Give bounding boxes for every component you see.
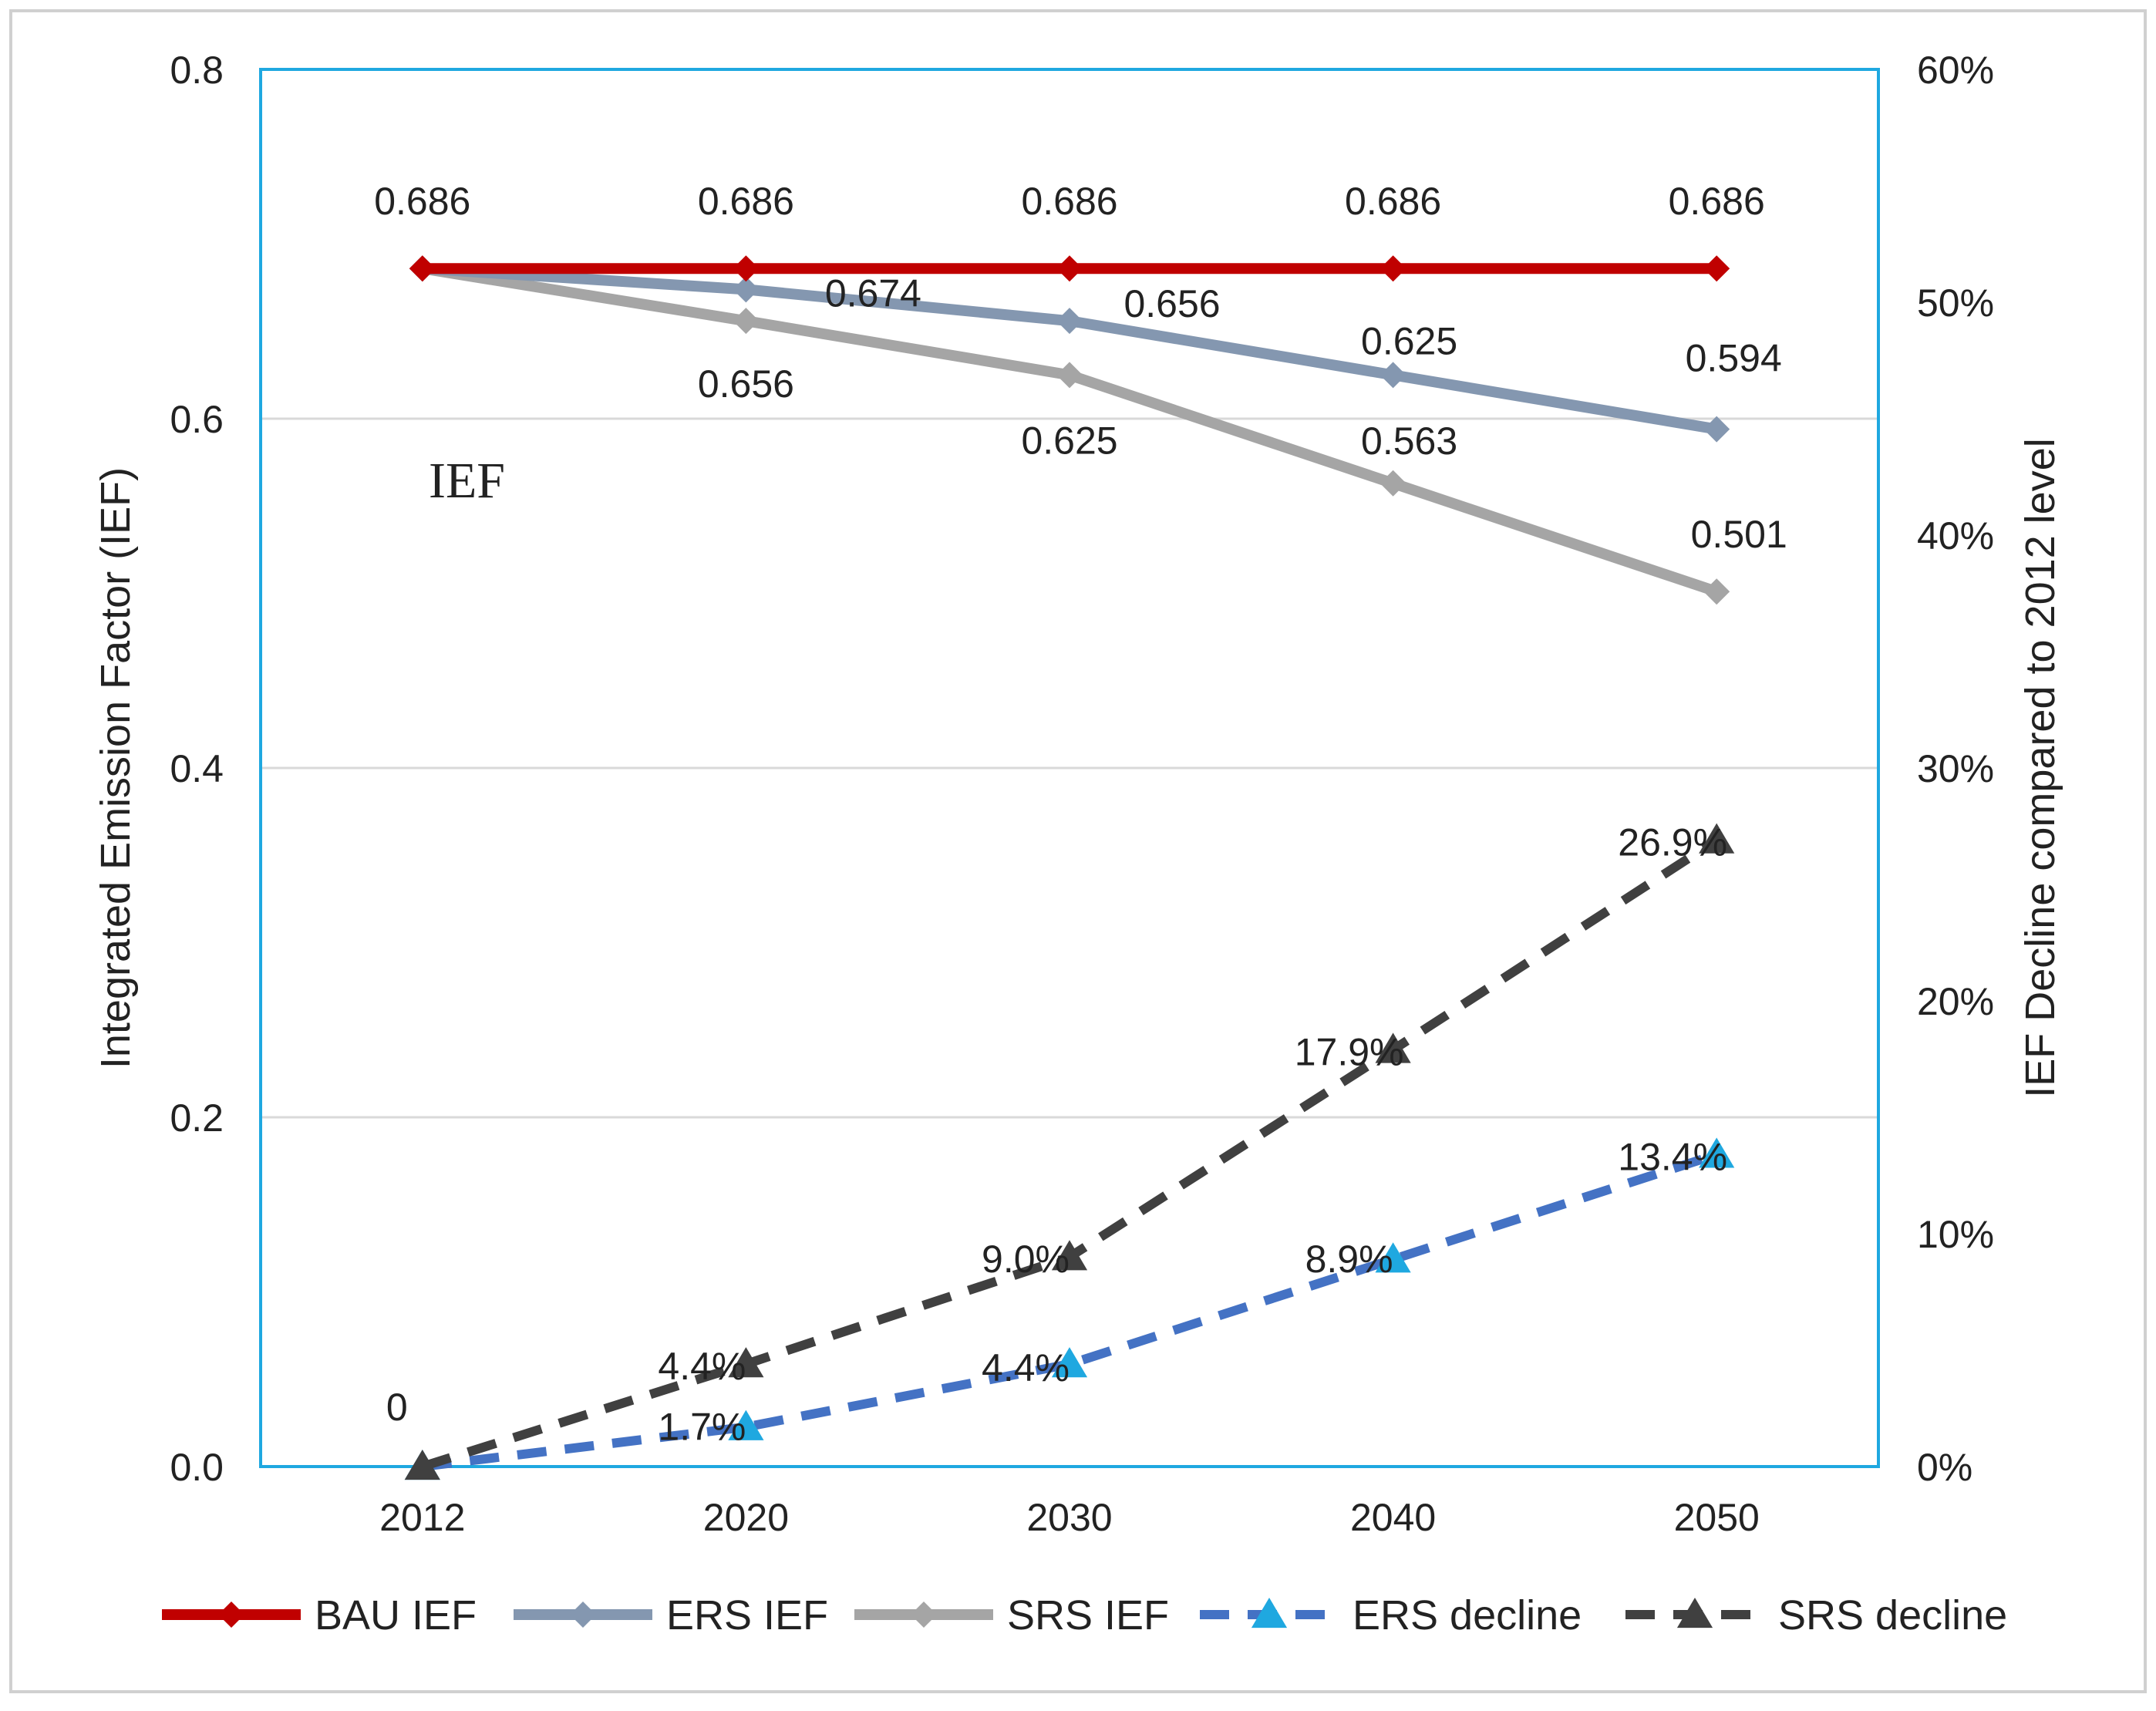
- ers-decline-point: [1375, 1242, 1411, 1273]
- srs-decline-point: [404, 1450, 440, 1480]
- ers-decline-data-label: 13.4%: [1618, 1135, 1727, 1178]
- srs-decline-point: [1051, 1240, 1088, 1271]
- right-tick-label: 50%: [1917, 281, 1994, 325]
- legend-srs-ief-label: SRS IEF: [1007, 1592, 1169, 1639]
- legend-bau-ief-marker: [218, 1602, 244, 1628]
- bau-ief-data-label: 0.686: [374, 180, 470, 223]
- ers-ief-point: [1380, 362, 1406, 389]
- left-tick-label: 0.8: [170, 49, 224, 92]
- legend-ers-decline-marker: [1251, 1598, 1288, 1628]
- srs-decline-data-label: 17.9%: [1295, 1030, 1404, 1073]
- ers-decline-point: [1699, 1137, 1735, 1168]
- srs-decline-data-label: 9.0%: [982, 1238, 1070, 1281]
- bau-ief-data-label: 0.686: [1345, 180, 1441, 223]
- srs-ief-point: [1703, 578, 1730, 605]
- x-tick-label: 2012: [379, 1496, 465, 1539]
- left-tick-label: 0.6: [170, 398, 224, 441]
- ers-ief-data-label: 0.625: [1361, 319, 1457, 362]
- bau-ief-point: [733, 255, 760, 282]
- right-tick-label: 40%: [1917, 514, 1994, 557]
- x-axis-ticks: 2012 2020 2030 2040 2050: [379, 1496, 1760, 1539]
- ers-ief-point: [733, 276, 760, 303]
- right-tick-label: 30%: [1917, 747, 1994, 790]
- right-tick-label: 0%: [1917, 1446, 1972, 1489]
- ers-decline-line: [422, 1150, 1719, 1471]
- srs-ief-data-label: 0.501: [1691, 513, 1787, 556]
- gridlines: [261, 417, 1878, 1119]
- bau-ief-data-label: 0.686: [698, 180, 794, 223]
- srs-ief-data-label: 0.656: [698, 362, 794, 406]
- ers-decline-data-label: 4.4%: [982, 1346, 1070, 1389]
- legend: BAU IEF ERS IEF SRS IEF ERS decline SRS decl…: [162, 1592, 2007, 1639]
- bau-ief-point: [1380, 255, 1406, 282]
- srs-ief-data-label: 0.563: [1361, 419, 1457, 463]
- left-tick-label: 0.2: [170, 1096, 224, 1140]
- left-axis-ticks: 0.0 0.2 0.4 0.6 0.8: [170, 49, 224, 1489]
- srs-ief-point: [733, 308, 760, 335]
- legend-ers-ief-marker: [570, 1602, 596, 1628]
- legend-ers-decline-label: ERS decline: [1353, 1592, 1582, 1639]
- series-layer: [404, 255, 1735, 1480]
- ers-ief-point: [1056, 308, 1083, 335]
- srs-ief-data-label: 0.625: [1021, 419, 1117, 462]
- srs-decline-point: [1375, 1032, 1411, 1063]
- bau-ief-point: [1703, 255, 1730, 282]
- left-tick-label: 0.4: [170, 747, 224, 790]
- right-axis-ticks: 0% 10% 20% 30% 40% 50% 60%: [1917, 49, 1994, 1489]
- srs-decline-data-label: 4.4%: [658, 1345, 746, 1388]
- ers-decline-data-label: 8.9%: [1305, 1238, 1393, 1281]
- ief-annotation: IEF: [429, 453, 505, 509]
- x-tick-label: 2050: [1674, 1496, 1760, 1539]
- ers-decline-data-label: 1.7%: [658, 1406, 746, 1449]
- srs-decline-point: [728, 1347, 764, 1378]
- srs-decline-data-label: 0: [386, 1386, 408, 1429]
- srs-ief-point: [1056, 362, 1083, 389]
- x-tick-label: 2030: [1026, 1496, 1112, 1539]
- ers-ief-data-label: 0.594: [1686, 337, 1782, 380]
- left-tick-label: 0.0: [170, 1446, 224, 1489]
- bau-ief-point: [409, 255, 436, 282]
- right-axis-title: IEF Decline compared to 2012 level: [2017, 438, 2063, 1097]
- x-tick-label: 2020: [703, 1496, 789, 1539]
- data-labels: 0.686 0.686 0.686 0.686 0.686 0.674 0.656 0.625…: [374, 180, 1787, 1448]
- x-tick-label: 2040: [1350, 1496, 1436, 1539]
- ers-ief-point: [1703, 416, 1730, 443]
- ers-decline-point: [728, 1410, 764, 1440]
- bau-ief-data-label: 0.686: [1021, 180, 1117, 223]
- right-tick-label: 60%: [1917, 49, 1994, 92]
- legend-srs-decline-marker: [1676, 1598, 1713, 1628]
- legend-ers-ief-label: ERS IEF: [666, 1592, 828, 1639]
- bau-ief-data-label: 0.686: [1669, 180, 1765, 223]
- ers-ief-data-label: 0.674: [825, 271, 921, 315]
- bau-ief-point: [1056, 255, 1083, 282]
- legend-srs-ief-marker: [911, 1602, 937, 1628]
- srs-ief-point: [1380, 470, 1406, 497]
- ers-ief-data-label: 0.656: [1123, 282, 1220, 325]
- legend-srs-decline-label: SRS decline: [1778, 1592, 2007, 1639]
- left-axis-title: Integrated Emission Factor (IEF): [93, 467, 139, 1069]
- srs-decline-point: [1699, 823, 1735, 854]
- plot-area-border: [259, 68, 1880, 1468]
- chart-outer-border: [9, 9, 2147, 1693]
- srs-decline-data-label: 26.9%: [1618, 821, 1727, 864]
- ers-decline-point: [1051, 1347, 1088, 1378]
- right-tick-label: 10%: [1917, 1213, 1994, 1256]
- right-tick-label: 20%: [1917, 980, 1994, 1023]
- legend-bau-ief-label: BAU IEF: [315, 1592, 477, 1639]
